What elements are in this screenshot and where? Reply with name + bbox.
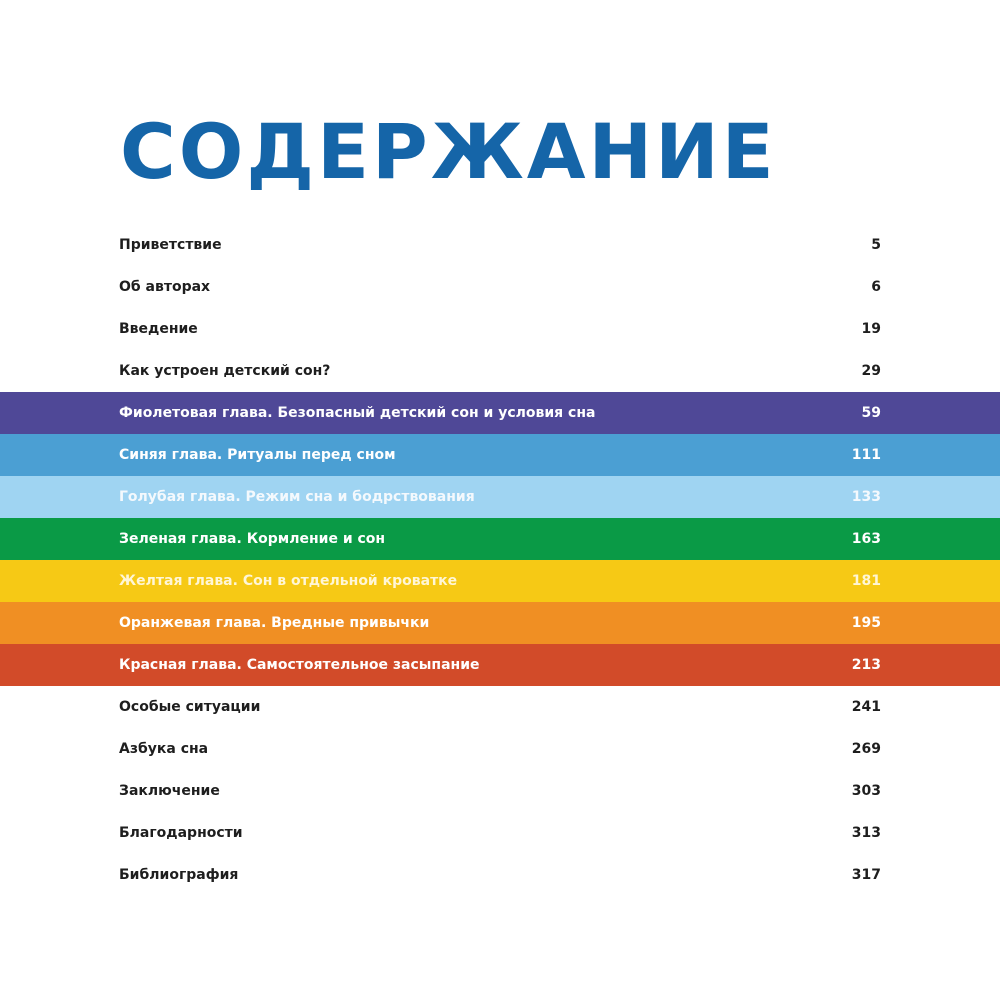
toc-entry-page: 5 <box>871 237 881 253</box>
toc-entry-label: Приветствие <box>119 237 222 253</box>
toc-entry-label: Введение <box>119 321 198 337</box>
toc-entry-introduction[interactable]: Введение 19 <box>0 308 1000 350</box>
toc-entry-label: Благодарности <box>119 825 243 841</box>
toc-chapter-violet[interactable]: Фиолетовая глава. Безопасный детский сон… <box>0 392 1000 434</box>
toc-entry-about-authors[interactable]: Об авторах 6 <box>0 266 1000 308</box>
toc-entry-label: Заключение <box>119 783 220 799</box>
toc-entry-page: 269 <box>851 741 881 757</box>
page-title: СОДЕРЖАНИЕ <box>120 107 777 196</box>
toc-chapter-yellow[interactable]: Желтая глава. Сон в отдельной кроватке 1… <box>0 560 1000 602</box>
toc-entry-page: 19 <box>861 321 881 337</box>
toc-entry-label: Как устроен детский сон? <box>119 363 331 379</box>
toc-entry-label: Зеленая глава. Кормление и сон <box>119 531 386 547</box>
toc-entry-page: 133 <box>851 489 881 505</box>
toc-chapter-light-blue[interactable]: Голубая глава. Режим сна и бодрствования… <box>0 476 1000 518</box>
toc-entry-page: 181 <box>851 573 881 589</box>
toc-entry-label: Особые ситуации <box>119 699 261 715</box>
toc-entry-greeting[interactable]: Приветствие 5 <box>0 224 1000 266</box>
toc-chapter-blue[interactable]: Синяя глава. Ритуалы перед сном 111 <box>0 434 1000 476</box>
toc-entry-page: 59 <box>861 405 881 421</box>
toc-entry-page: 6 <box>871 279 881 295</box>
toc-entry-page: 241 <box>851 699 881 715</box>
toc-entry-page: 213 <box>851 657 881 673</box>
toc-entry-page: 163 <box>851 531 881 547</box>
toc-chapter-orange[interactable]: Оранжевая глава. Вредные привычки 195 <box>0 602 1000 644</box>
toc-entry-how-sleep-works[interactable]: Как устроен детский сон? 29 <box>0 350 1000 392</box>
toc-entry-sleep-alphabet[interactable]: Азбука сна 269 <box>0 728 1000 770</box>
toc-entry-conclusion[interactable]: Заключение 303 <box>0 770 1000 812</box>
toc-entry-bibliography[interactable]: Библиография 317 <box>0 854 1000 896</box>
toc-entry-page: 313 <box>851 825 881 841</box>
toc-entry-label: Об авторах <box>119 279 211 295</box>
toc-entry-label: Желтая глава. Сон в отдельной кроватке <box>119 573 458 589</box>
toc-entry-label: Фиолетовая глава. Безопасный детский сон… <box>119 405 596 421</box>
toc-entry-acknowledgements[interactable]: Благодарности 313 <box>0 812 1000 854</box>
toc-chapter-red[interactable]: Красная глава. Самостоятельное засыпание… <box>0 644 1000 686</box>
toc-entry-label: Азбука сна <box>119 741 209 757</box>
toc-entry-label: Библиография <box>119 867 239 883</box>
toc-entry-page: 303 <box>851 783 881 799</box>
toc-entry-page: 29 <box>861 363 881 379</box>
toc-entry-page: 111 <box>851 447 881 463</box>
toc-entry-label: Красная глава. Самостоятельное засыпание <box>119 657 480 673</box>
table-of-contents: Приветствие 5 Об авторах 6 Введение 19 К… <box>0 224 1000 896</box>
toc-entry-label: Голубая глава. Режим сна и бодрствования <box>119 489 475 505</box>
toc-chapter-green[interactable]: Зеленая глава. Кормление и сон 163 <box>0 518 1000 560</box>
toc-entry-page: 195 <box>851 615 881 631</box>
toc-entry-page: 317 <box>851 867 881 883</box>
toc-entry-label: Синяя глава. Ритуалы перед сном <box>119 447 396 463</box>
toc-entry-special-situations[interactable]: Особые ситуации 241 <box>0 686 1000 728</box>
toc-entry-label: Оранжевая глава. Вредные привычки <box>119 615 430 631</box>
